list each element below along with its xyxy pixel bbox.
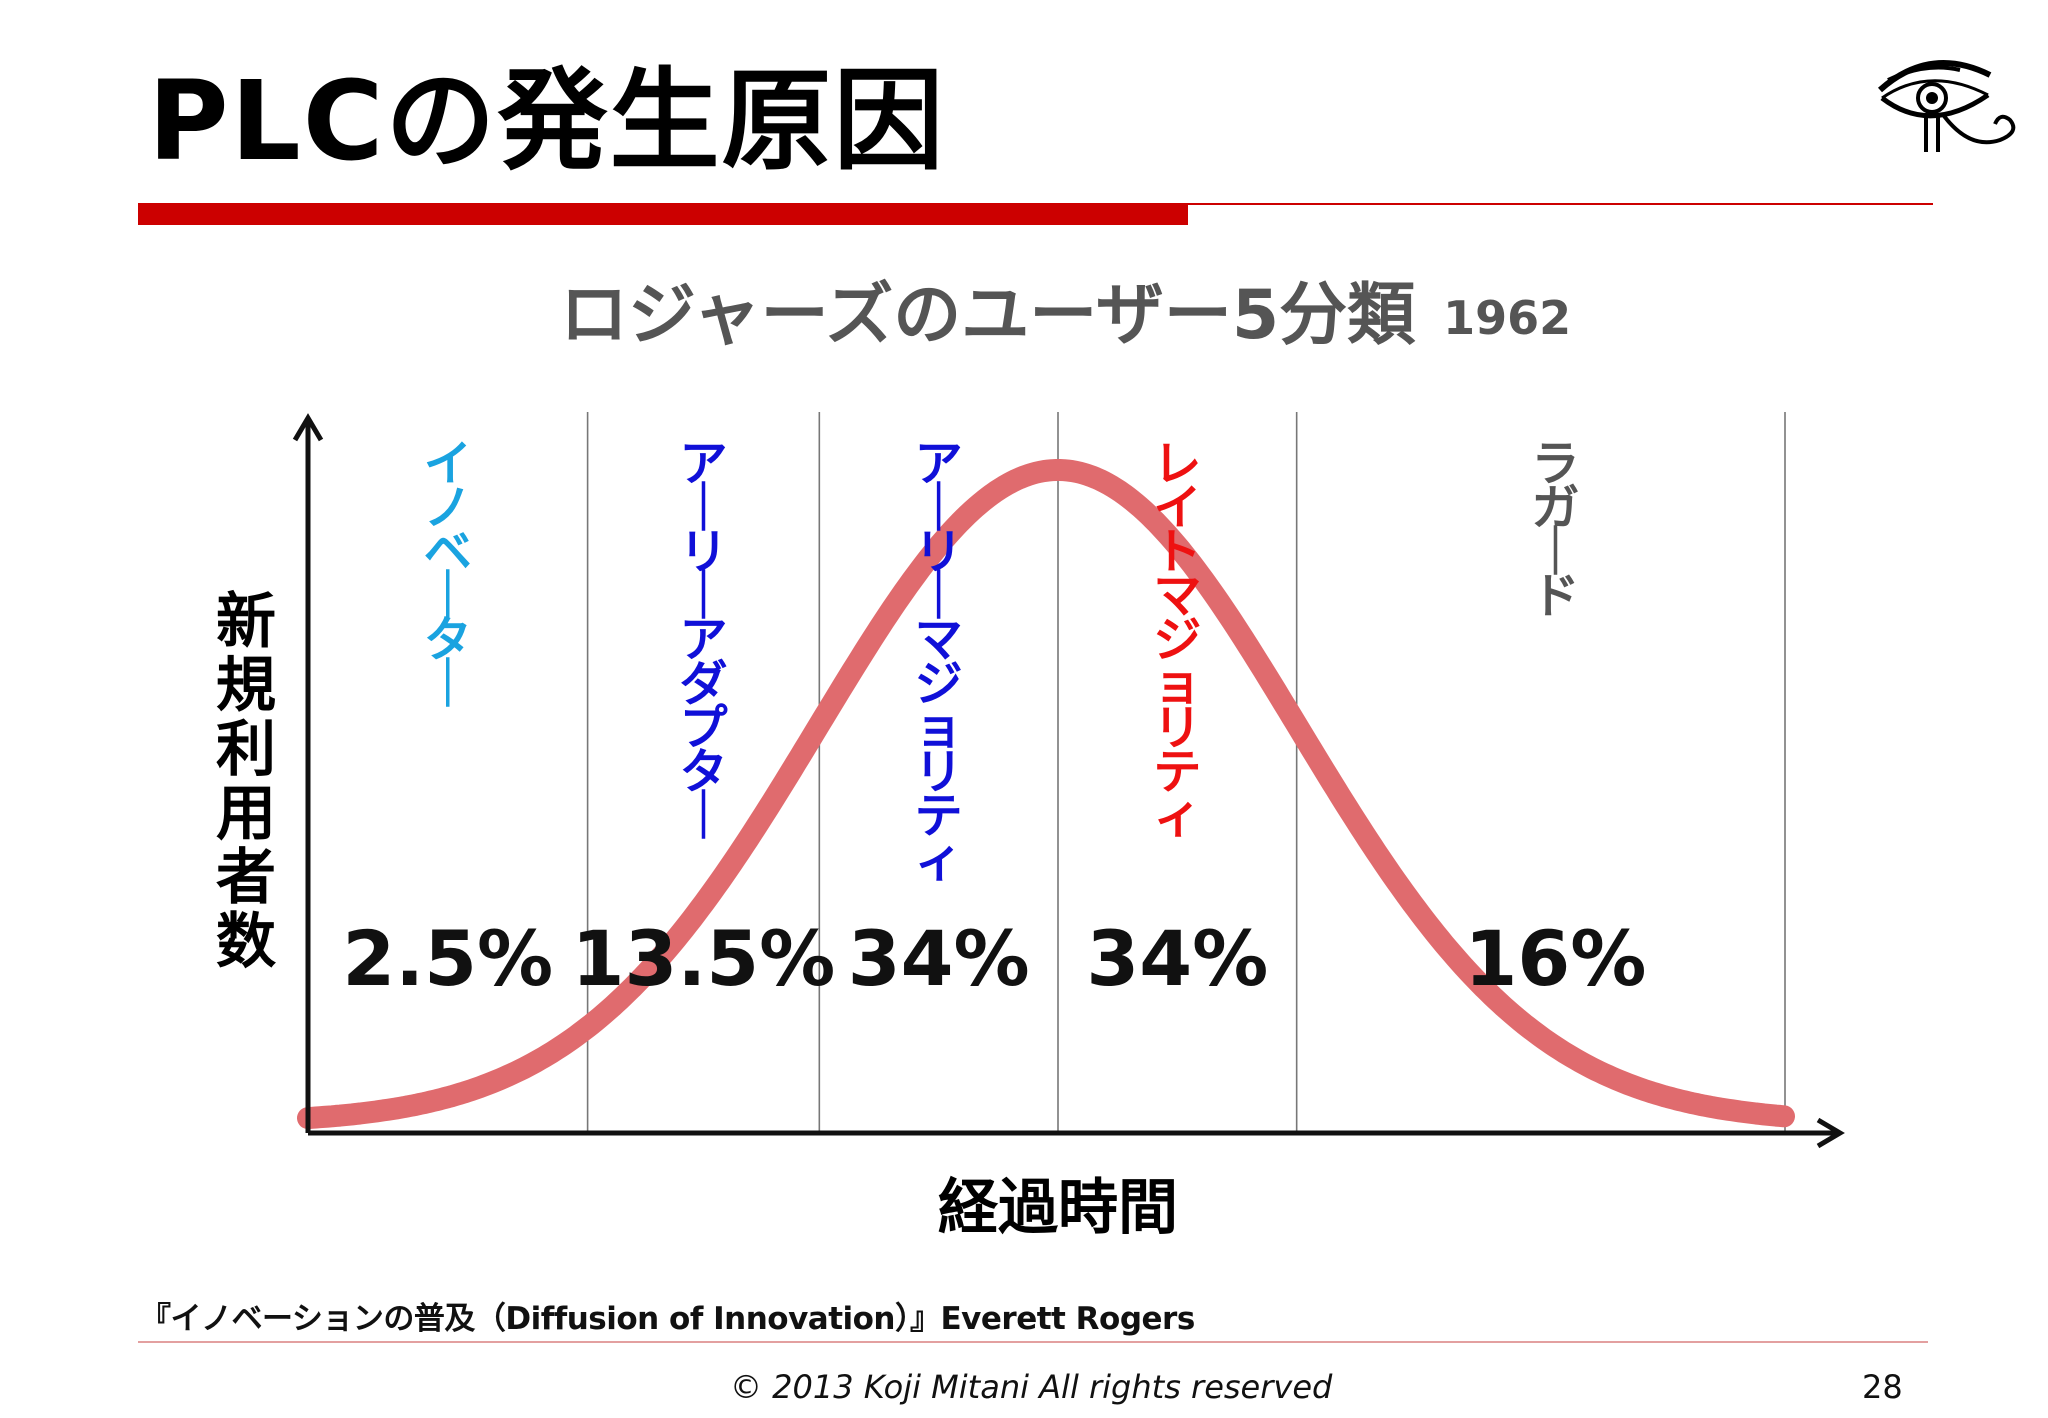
footer-divider [138, 1341, 1928, 1343]
segment-percent-4: 34% [1086, 914, 1268, 1003]
segment-percent-3: 34% [848, 914, 1030, 1003]
copyright: © 2013 Koji Mitani All rights reserved [730, 1368, 1333, 1406]
y-axis-label: 新規利用者数 [216, 587, 276, 977]
chart-title-year: 1962 [1443, 291, 1572, 345]
chart-title-text: ロジャーズのユーザー5分類 [560, 276, 1416, 355]
eye-of-horus-icon [1877, 60, 2016, 152]
title-underline-thick [138, 203, 1188, 225]
adoption-curve [297, 459, 1795, 1130]
title-underline-thin [1188, 203, 1933, 205]
page-title: PLCの発生原因 [148, 57, 946, 185]
y-axis-arrow [292, 413, 324, 442]
segment-name-5: ラガ｜ド [1531, 436, 1579, 624]
segment-name-4: レイトマジョリティ [1153, 436, 1201, 844]
segment-percent-2: 13.5% [572, 914, 836, 1003]
x-axis-arrow [1816, 1117, 1845, 1149]
x-axis-label: 経過時間 [938, 1173, 1178, 1243]
chart-title: ロジャーズのユーザー5分類 1962 [560, 282, 1571, 350]
segment-name-1: イノベ｜タ｜ [424, 436, 472, 712]
segment-percent-5: 16% [1465, 914, 1647, 1003]
segment-name-3: ア｜リ｜マジョリティ [915, 436, 963, 888]
segment-name-2: ア｜リ｜アダプタ｜ [679, 436, 727, 844]
page-number: 28 [1862, 1368, 1903, 1406]
segment-percent-1: 2.5% [342, 914, 553, 1003]
source-citation: 『イノベーションの普及（Diffusion of Innovation）』Eve… [140, 1301, 1195, 1337]
